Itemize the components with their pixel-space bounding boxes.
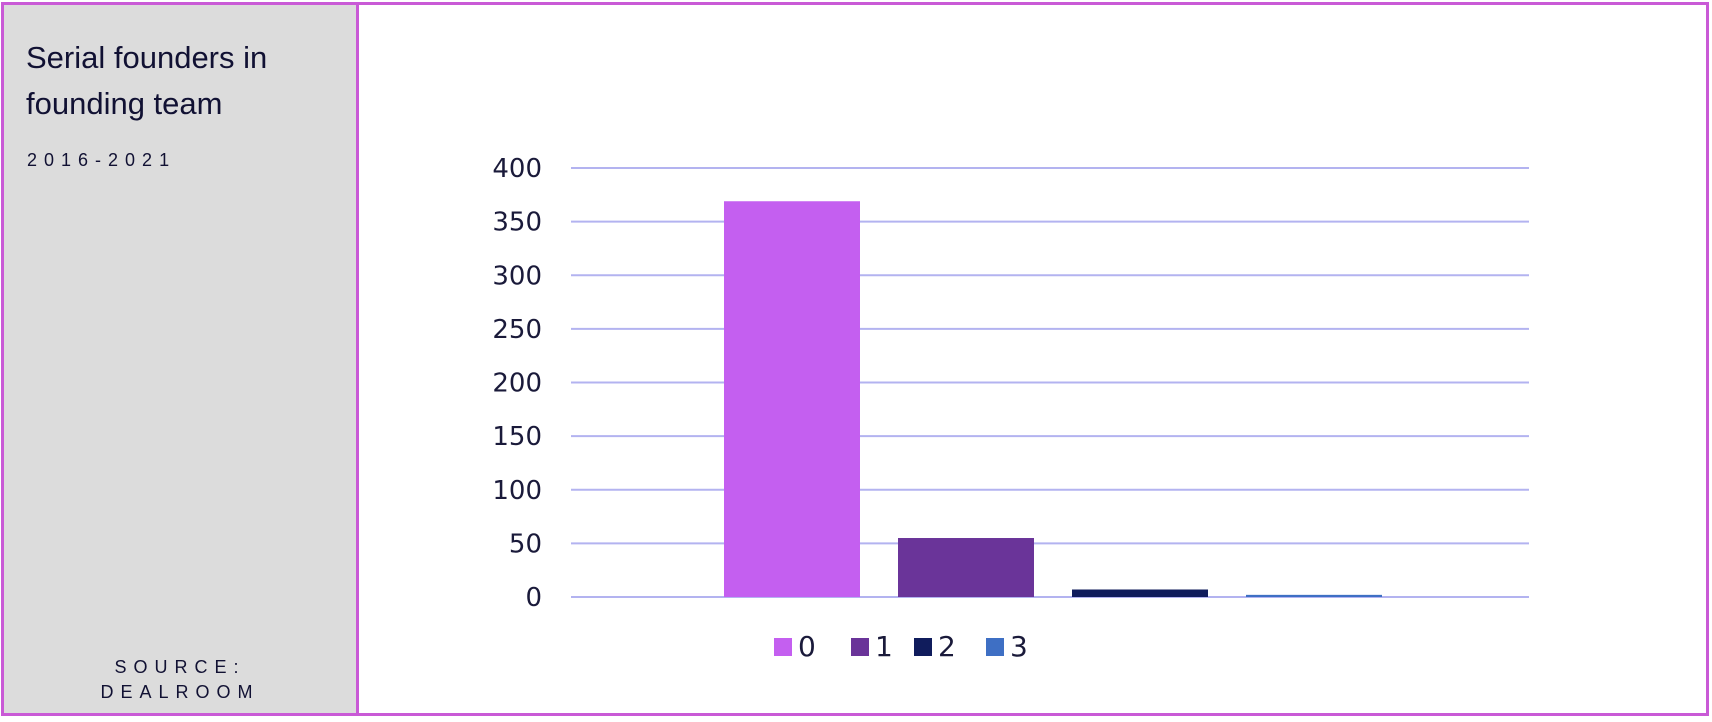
y-tick-label: 50 — [509, 529, 542, 559]
y-tick-label: 250 — [492, 315, 542, 345]
y-tick-label: 150 — [492, 422, 542, 452]
legend-label-1: 1 — [875, 630, 893, 663]
bar-0 — [724, 201, 860, 597]
bar-3 — [1246, 594, 1382, 597]
legend-swatch-0 — [774, 638, 792, 656]
legend-swatch-1 — [851, 638, 869, 656]
bar-1 — [898, 538, 1034, 597]
legend-swatch-2 — [914, 638, 932, 656]
chart-title: Serial founders in founding team — [26, 40, 268, 121]
chart-area: 0 50 100 150 200 250 300 350 400 0 1 2 3 — [359, 5, 1709, 715]
y-tick-label: 100 — [492, 476, 542, 506]
legend-label-2: 2 — [938, 630, 956, 663]
y-tick-label: 350 — [492, 208, 542, 238]
y-tick-label: 300 — [492, 261, 542, 291]
source-label: SOURCE: — [114, 657, 246, 677]
source-name: DEALROOM — [100, 682, 260, 702]
sidebar-panel: Serial founders in founding team 2016-20… — [4, 5, 359, 713]
y-tick-label: 400 — [492, 154, 542, 184]
y-tick-label: 200 — [492, 369, 542, 399]
chart-subtitle: 2016-2021 — [27, 150, 177, 170]
bar-chart: 0 50 100 150 200 250 300 350 400 0 1 2 3 — [492, 154, 1529, 663]
y-tick-label: 0 — [525, 583, 542, 613]
bar-2 — [1072, 589, 1208, 597]
legend-label-0: 0 — [798, 630, 816, 663]
source-note: SOURCE: DEALROOM — [4, 655, 356, 705]
legend-swatch-3 — [986, 638, 1004, 656]
legend-label-3: 3 — [1010, 630, 1028, 663]
